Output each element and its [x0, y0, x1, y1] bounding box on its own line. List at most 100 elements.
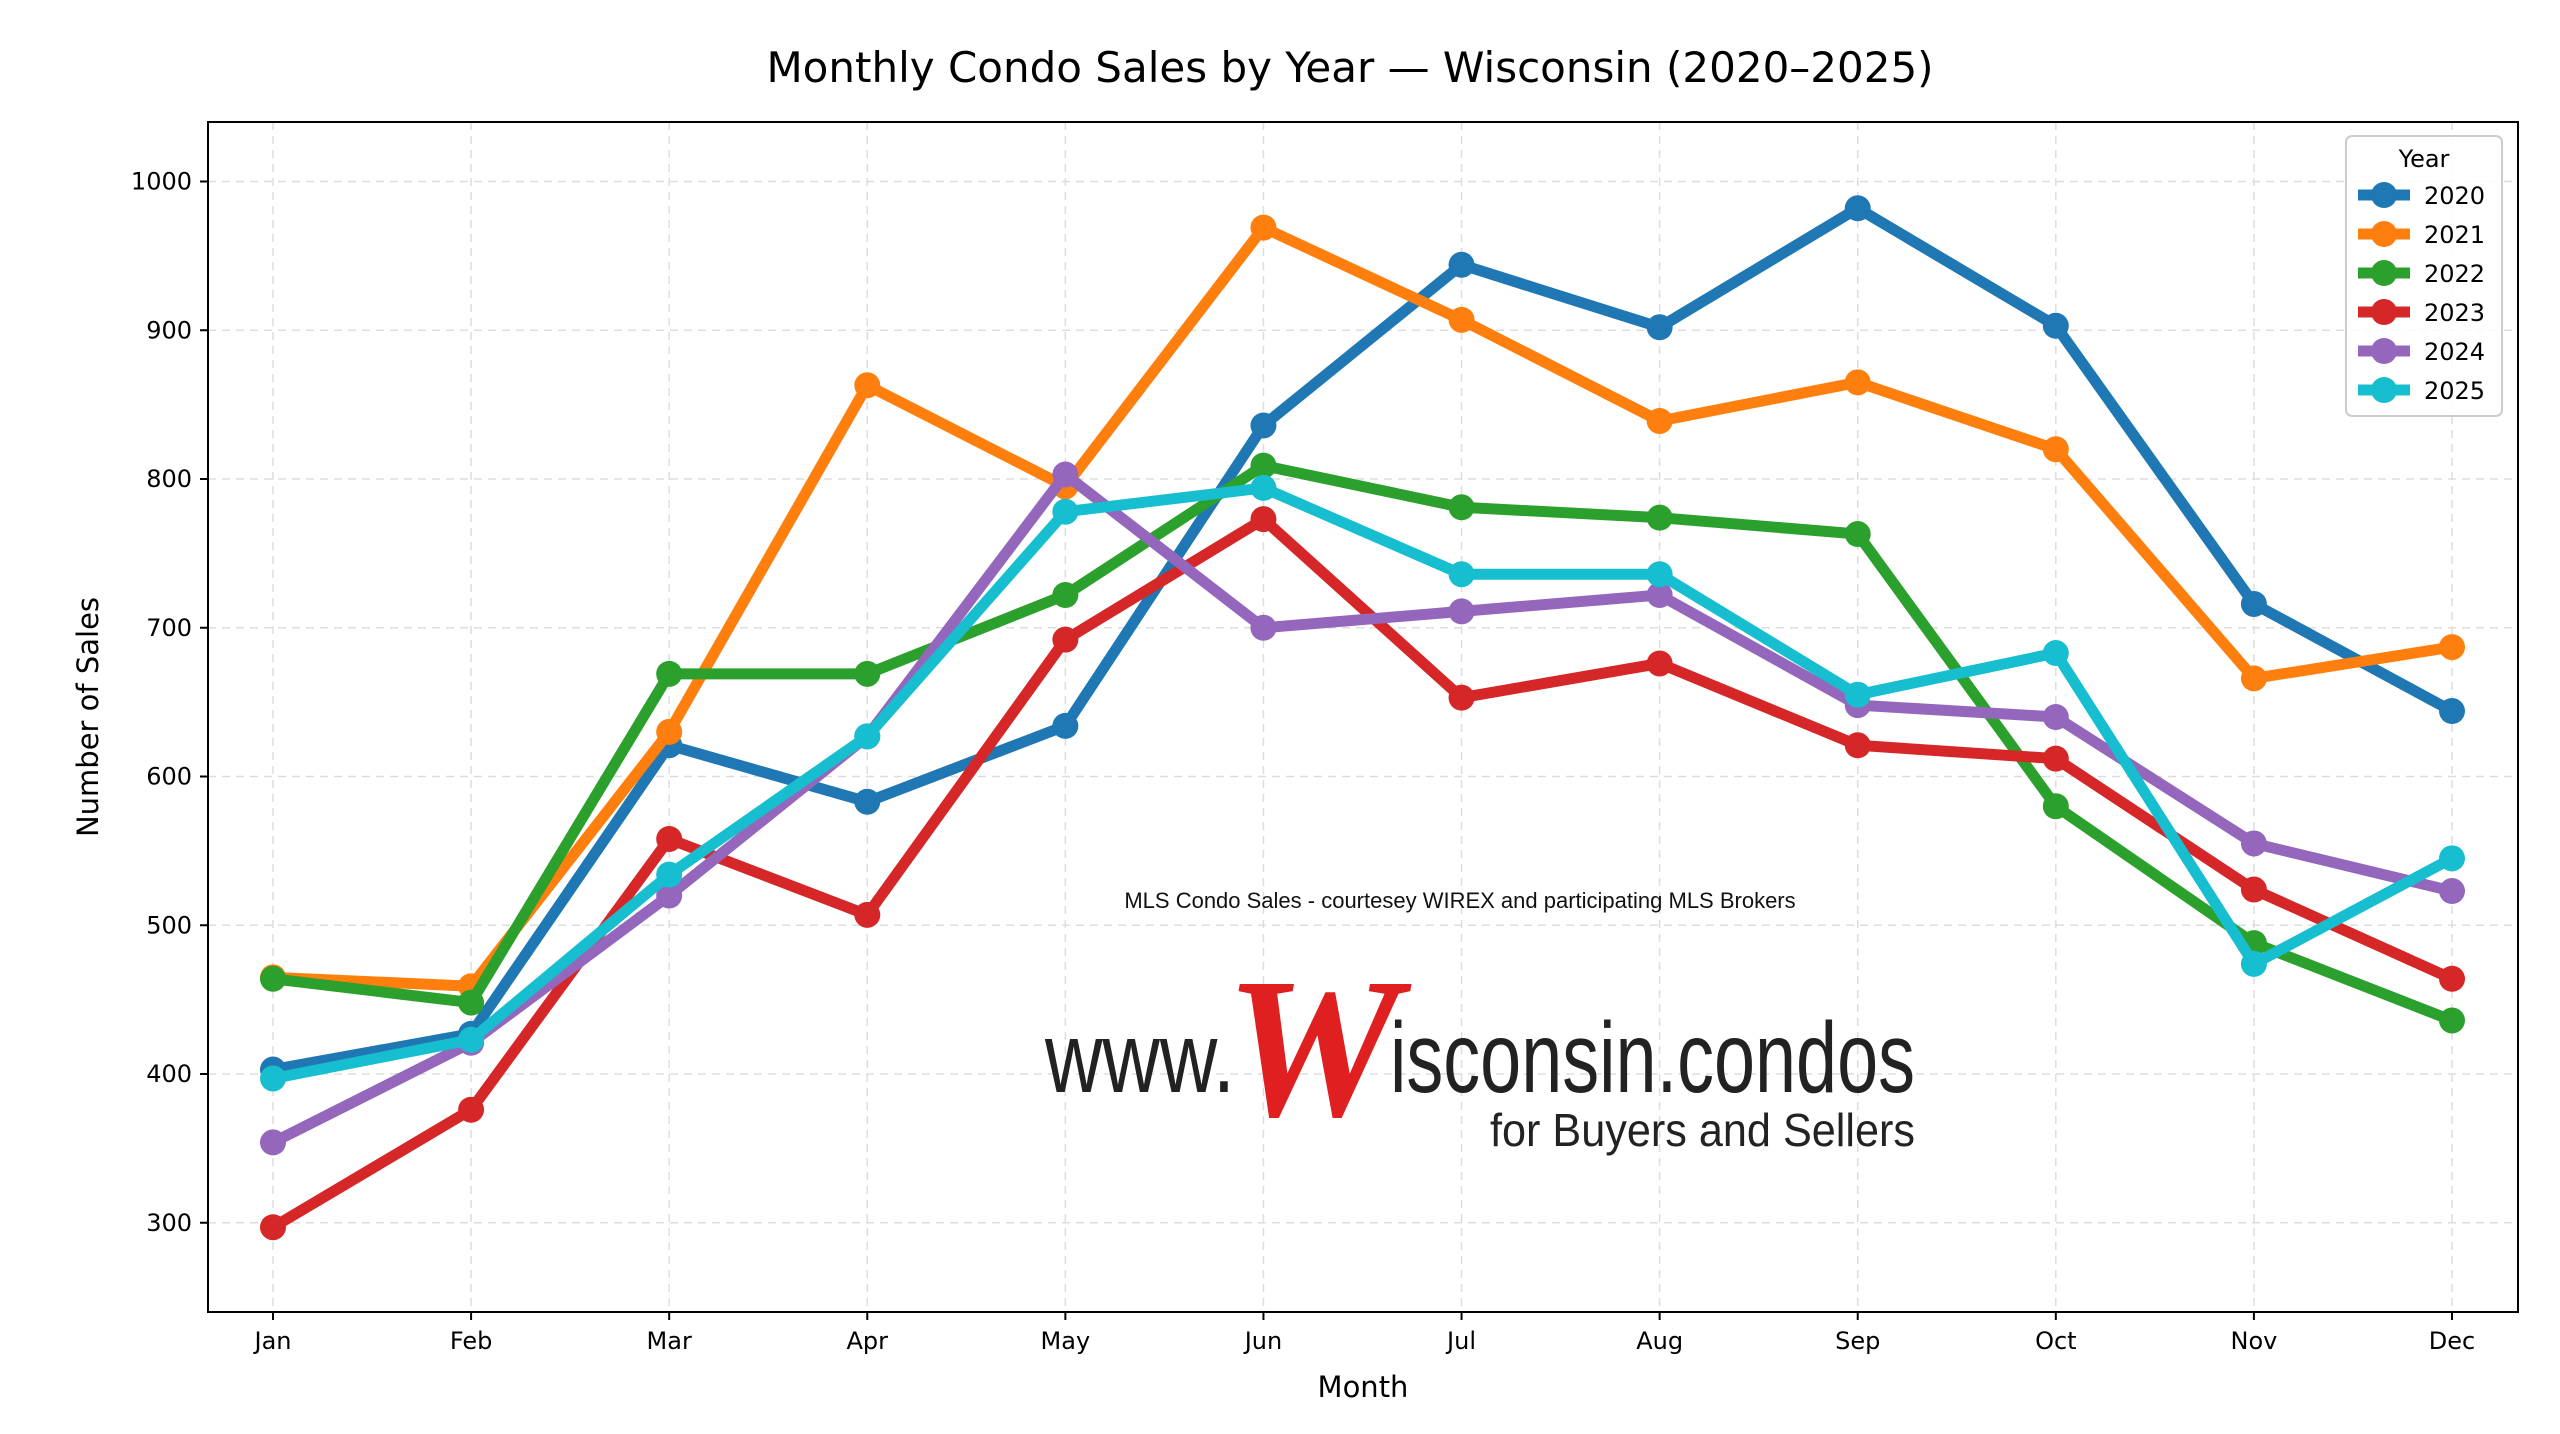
- x-tick-label: Aug: [1636, 1327, 1683, 1355]
- x-axis-ticks: Jan Feb Mar Apr May Jun Jul Aug Sep Oct Nov Dec: [253, 1312, 2475, 1355]
- watermark-prefix: www.: [1044, 1002, 1235, 1114]
- data-point: [2439, 698, 2465, 725]
- y-tick-label: 900: [146, 316, 192, 344]
- x-tick-label: Jun: [1243, 1327, 1283, 1355]
- legend: Year 2020 2021 2022 2023 2024 2025: [2345, 135, 2503, 417]
- watermark-suffix: isconsin.condos: [1390, 1002, 1915, 1114]
- x-tick-label: Feb: [450, 1327, 493, 1355]
- data-point: [656, 825, 683, 852]
- data-point: [1448, 598, 1475, 625]
- legend-swatch-marker: [2371, 182, 2397, 208]
- legend-swatch-marker: [2371, 260, 2397, 286]
- series-line: [267, 202, 2458, 1076]
- chart-title: Monthly Condo Sales by Year — Wisconsin …: [766, 43, 1933, 92]
- series-2023: [260, 506, 2465, 1241]
- series-line: [267, 222, 2458, 992]
- data-point: [1448, 684, 1475, 711]
- data-point: [854, 372, 881, 399]
- data-point: [1646, 407, 1673, 434]
- data-point: [2042, 793, 2069, 820]
- data-point: [2240, 950, 2267, 977]
- legend-swatch-marker: [2371, 221, 2397, 247]
- data-point: [1448, 561, 1475, 588]
- x-axis-label: Month: [1318, 1370, 1409, 1404]
- legend-swatch-marker: [2371, 377, 2397, 403]
- x-tick-label: Mar: [647, 1327, 692, 1355]
- data-point: [1250, 214, 1277, 241]
- legend-entry-label: 2020: [2424, 182, 2485, 210]
- data-point: [1052, 626, 1079, 653]
- data-point: [1448, 306, 1475, 333]
- data-point: [1250, 614, 1277, 641]
- y-tick-label: 1000: [131, 168, 192, 196]
- watermark-logo: MLS Condo Sales - courtesey WIREX and pa…: [1044, 888, 1915, 1159]
- data-point: [2240, 665, 2267, 692]
- series-line: [267, 460, 2458, 1026]
- data-point: [854, 660, 881, 687]
- data-point: [656, 882, 683, 909]
- data-point: [2439, 845, 2465, 872]
- y-tick-label: 400: [146, 1060, 192, 1088]
- data-point: [1250, 452, 1277, 479]
- data-point: [1646, 561, 1673, 588]
- y-axis-ticks: 300 400 500 600 700 800 900 1000: [131, 168, 208, 1237]
- legend-title: Year: [2398, 145, 2450, 173]
- y-tick-label: 600: [146, 763, 192, 791]
- data-point: [260, 1065, 286, 1092]
- series-line: [267, 469, 2458, 1148]
- data-point: [2042, 745, 2069, 772]
- data-point: [260, 965, 286, 992]
- data-point: [1844, 732, 1871, 759]
- data-point: [1448, 251, 1475, 278]
- data-point: [1646, 314, 1673, 341]
- data-point: [1250, 412, 1277, 439]
- x-tick-label: Jan: [253, 1327, 292, 1355]
- data-point: [458, 1096, 485, 1123]
- data-point: [1844, 681, 1871, 708]
- data-point: [260, 1214, 286, 1241]
- x-tick-label: Oct: [2035, 1327, 2077, 1355]
- data-point: [2240, 590, 2267, 617]
- x-tick-label: May: [1041, 1327, 1091, 1355]
- legend-entry-label: 2023: [2424, 299, 2485, 327]
- y-axis-label: Number of Sales: [71, 597, 105, 837]
- data-point: [1250, 474, 1277, 501]
- data-point: [2042, 312, 2069, 339]
- data-point: [656, 861, 683, 888]
- data-point: [1052, 712, 1079, 739]
- data-point: [2240, 876, 2267, 903]
- plot-frame: [207, 121, 2519, 1313]
- data-point: [1052, 582, 1079, 609]
- y-tick-label: 300: [146, 1209, 192, 1237]
- x-tick-label: Apr: [847, 1327, 889, 1355]
- series-line: [267, 513, 2458, 1233]
- data-point: [1052, 498, 1079, 525]
- data-point: [1646, 582, 1673, 609]
- series-lines: [260, 195, 2465, 1241]
- legend-entry-label: 2024: [2424, 338, 2485, 366]
- data-point: [2240, 830, 2267, 857]
- data-point: [2042, 640, 2069, 667]
- legend-entry-label: 2022: [2424, 260, 2485, 288]
- data-point: [458, 1026, 485, 1053]
- data-point: [2439, 1007, 2465, 1034]
- x-tick-label: Nov: [2230, 1327, 2277, 1355]
- data-point: [656, 718, 683, 745]
- data-point: [1844, 369, 1871, 396]
- series-2020: [260, 195, 2465, 1083]
- data-point: [2042, 704, 2069, 730]
- grid-lines: [208, 122, 2518, 1312]
- legend-entry-label: 2021: [2424, 221, 2485, 249]
- data-point: [458, 989, 485, 1016]
- watermark-w-letter: W: [1225, 938, 1412, 1159]
- data-point: [1250, 506, 1277, 533]
- y-tick-label: 500: [146, 911, 192, 939]
- watermark-tagline: for Buyers and Sellers: [1490, 1104, 1915, 1156]
- legend-swatch-marker: [2371, 338, 2397, 364]
- data-point: [1448, 494, 1475, 521]
- y-tick-label: 800: [146, 465, 192, 493]
- data-point: [854, 723, 881, 750]
- data-point: [2439, 965, 2465, 992]
- data-point: [2439, 878, 2465, 905]
